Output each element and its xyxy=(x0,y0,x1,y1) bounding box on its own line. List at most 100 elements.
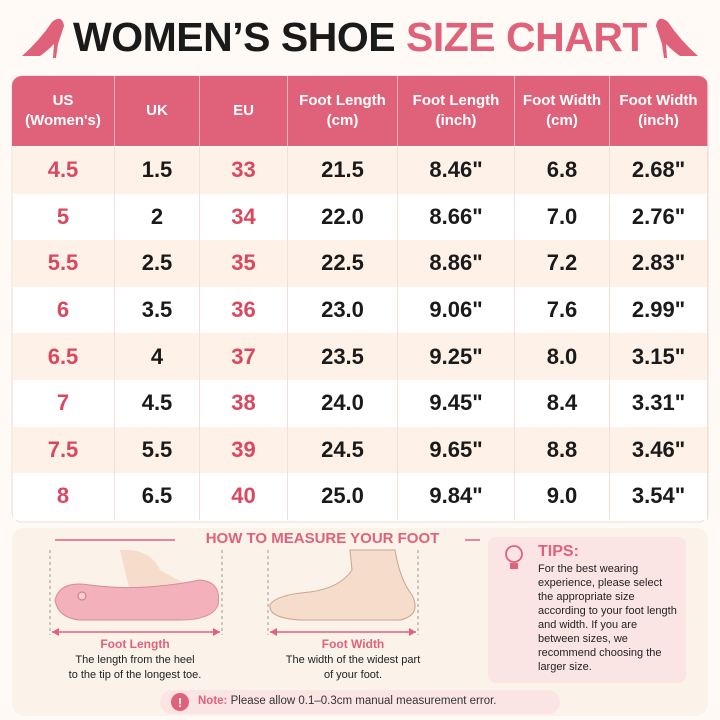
cell: 5.5 xyxy=(115,426,200,474)
header-cell: Foot Length (inch) xyxy=(398,76,515,146)
cell: 39 xyxy=(200,426,288,474)
desc-line: The width of the widest part xyxy=(285,654,421,666)
cell: 5 xyxy=(12,193,115,241)
note: Note: Please allow 0.1–0.3cm manual meas… xyxy=(198,695,497,707)
bulb xyxy=(505,545,523,563)
desc-line: of your foot. xyxy=(323,669,383,681)
cell: 37 xyxy=(200,333,288,380)
cell: 2.99" xyxy=(610,286,708,334)
cell: 3.15" xyxy=(610,333,708,380)
cell: 3.46" xyxy=(610,426,708,474)
cell: 1.5 xyxy=(115,147,200,194)
cell: 7.5 xyxy=(12,426,115,474)
cell: 2.5 xyxy=(115,240,200,287)
cell: 6.5 xyxy=(115,473,200,520)
cell: 24.5 xyxy=(288,426,398,474)
cell: 3.5 xyxy=(115,286,200,334)
cell: 7 xyxy=(12,380,115,427)
cell: 35 xyxy=(200,240,288,287)
width-desc: The width of the widest part of your foo… xyxy=(248,653,458,683)
cell: 7.0 xyxy=(515,193,610,241)
cell: 2.68" xyxy=(610,147,708,194)
cell: 33 xyxy=(200,147,288,194)
cell: 21.5 xyxy=(288,147,398,194)
header-cell: Foot Width (cm) xyxy=(515,76,610,146)
cell: 4.5 xyxy=(12,147,115,194)
cell: 25.0 xyxy=(288,473,398,520)
cell: 6.5 xyxy=(12,333,115,380)
header-text: (inch) xyxy=(435,112,477,129)
header-cell: EU xyxy=(200,76,288,146)
heel-left xyxy=(22,18,64,58)
cell: 7.2 xyxy=(515,240,610,287)
cell: 9.65" xyxy=(398,426,515,474)
cell: 24.0 xyxy=(288,380,398,427)
cell: 8.8 xyxy=(515,426,610,474)
cell: 8.4 xyxy=(515,380,610,427)
header-cell: UK xyxy=(115,76,200,146)
header-cell: Foot Width (inch) xyxy=(610,76,708,146)
cell: 34 xyxy=(200,193,288,241)
note-bar xyxy=(160,690,560,714)
table-header xyxy=(12,76,708,146)
cell: 9.84" xyxy=(398,473,515,520)
header-text: Foot Width xyxy=(619,92,698,109)
cell: 40 xyxy=(200,473,288,520)
table-row xyxy=(13,147,707,194)
cell: 9.45" xyxy=(398,380,515,427)
width-label: Foot Width xyxy=(321,637,385,651)
desc-line: The length from the heel xyxy=(75,654,195,666)
cell: 8.46" xyxy=(398,147,515,194)
header-text: (Women's) xyxy=(25,112,101,129)
header-text: Foot Width xyxy=(522,92,602,109)
bulb-base xyxy=(510,563,518,569)
length-label: Foot Length xyxy=(100,637,170,651)
cell: 9.06" xyxy=(398,286,515,334)
ankle xyxy=(120,549,205,592)
title-part1: WOMEN’S SHOE xyxy=(73,14,396,60)
title-part2: SIZE CHART xyxy=(405,14,648,60)
table-row xyxy=(13,240,707,287)
header-text: Foot Length xyxy=(299,92,386,109)
cell: 3.31" xyxy=(610,380,708,427)
header-cell: US (Women's) xyxy=(12,76,115,146)
table-row xyxy=(13,286,707,334)
cell: 5.5 xyxy=(12,240,115,287)
cell: 2.83" xyxy=(610,240,708,287)
header-text: UK xyxy=(146,102,168,119)
cell: 4.5 xyxy=(115,380,200,427)
cell: 3.54" xyxy=(610,473,708,520)
cell: 4 xyxy=(115,333,200,380)
foot xyxy=(269,549,416,621)
tips-body: For the best wearing experience, please … xyxy=(538,563,677,673)
tips-box xyxy=(488,537,686,683)
cell: 6 xyxy=(12,286,115,334)
measure-title: HOW TO MEASURE YOUR FOOT xyxy=(205,530,440,547)
cell: 22.5 xyxy=(288,240,398,287)
bow xyxy=(77,591,87,601)
tips-title: TIPS: xyxy=(538,543,579,560)
cell: 38 xyxy=(200,380,288,427)
cell: 9.25" xyxy=(398,333,515,380)
cell: 2 xyxy=(115,193,200,241)
cell: 8.86" xyxy=(398,240,515,287)
note-text: Please allow 0.1–0.3cm manual measuremen… xyxy=(230,695,497,707)
header-cell: Foot Length (cm) xyxy=(288,76,398,146)
table-row xyxy=(13,193,707,241)
note-label: Note: xyxy=(198,695,228,707)
heel-right xyxy=(656,18,698,58)
length-desc: The length from the heel to the tip of t… xyxy=(30,653,240,683)
table-row xyxy=(13,426,707,474)
header-text: (cm) xyxy=(326,112,359,129)
table-row xyxy=(13,473,707,520)
cell: 2.76" xyxy=(610,193,708,241)
cell: 8.0 xyxy=(515,333,610,380)
desc-line: to the tip of the longest toe. xyxy=(68,669,202,681)
header-text: (cm) xyxy=(546,112,578,129)
cell: 7.6 xyxy=(515,286,610,334)
shoe xyxy=(54,579,220,621)
note-icon xyxy=(171,693,189,711)
header-text: EU xyxy=(233,102,254,119)
title: WOMEN’S SHOE SIZE CHART xyxy=(0,14,720,61)
